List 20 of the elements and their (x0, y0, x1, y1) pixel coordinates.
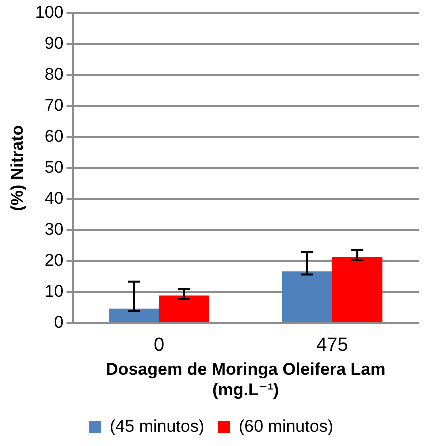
y-tick-label: 100 (35, 2, 64, 22)
y-tick-label: 40 (44, 189, 64, 208)
bar (159, 296, 210, 322)
y-tick-label: 0 (54, 313, 64, 332)
legend-label: (60 minutos) (239, 417, 334, 436)
y-tick-label: 60 (44, 126, 64, 146)
y-tick-label: 10 (44, 282, 64, 302)
y-tick-label: 70 (44, 96, 64, 115)
bar (282, 272, 332, 322)
legend-label: (45 minutos) (110, 417, 205, 436)
y-tick-label: 30 (44, 220, 64, 240)
y-tick-label: 50 (44, 158, 64, 177)
y-tick-label: 20 (44, 251, 64, 270)
bar (109, 308, 160, 322)
y-tick-label: 80 (44, 64, 64, 84)
y-tick-label: 90 (44, 34, 64, 53)
x-axis-title: Dosagem de Moringa Oleifera Lam (mg.L⁻¹) (106, 360, 386, 400)
y-axis-title: (%) Nitrato (8, 125, 27, 212)
x-tick-label: 475 (316, 335, 348, 356)
bar (332, 257, 383, 322)
